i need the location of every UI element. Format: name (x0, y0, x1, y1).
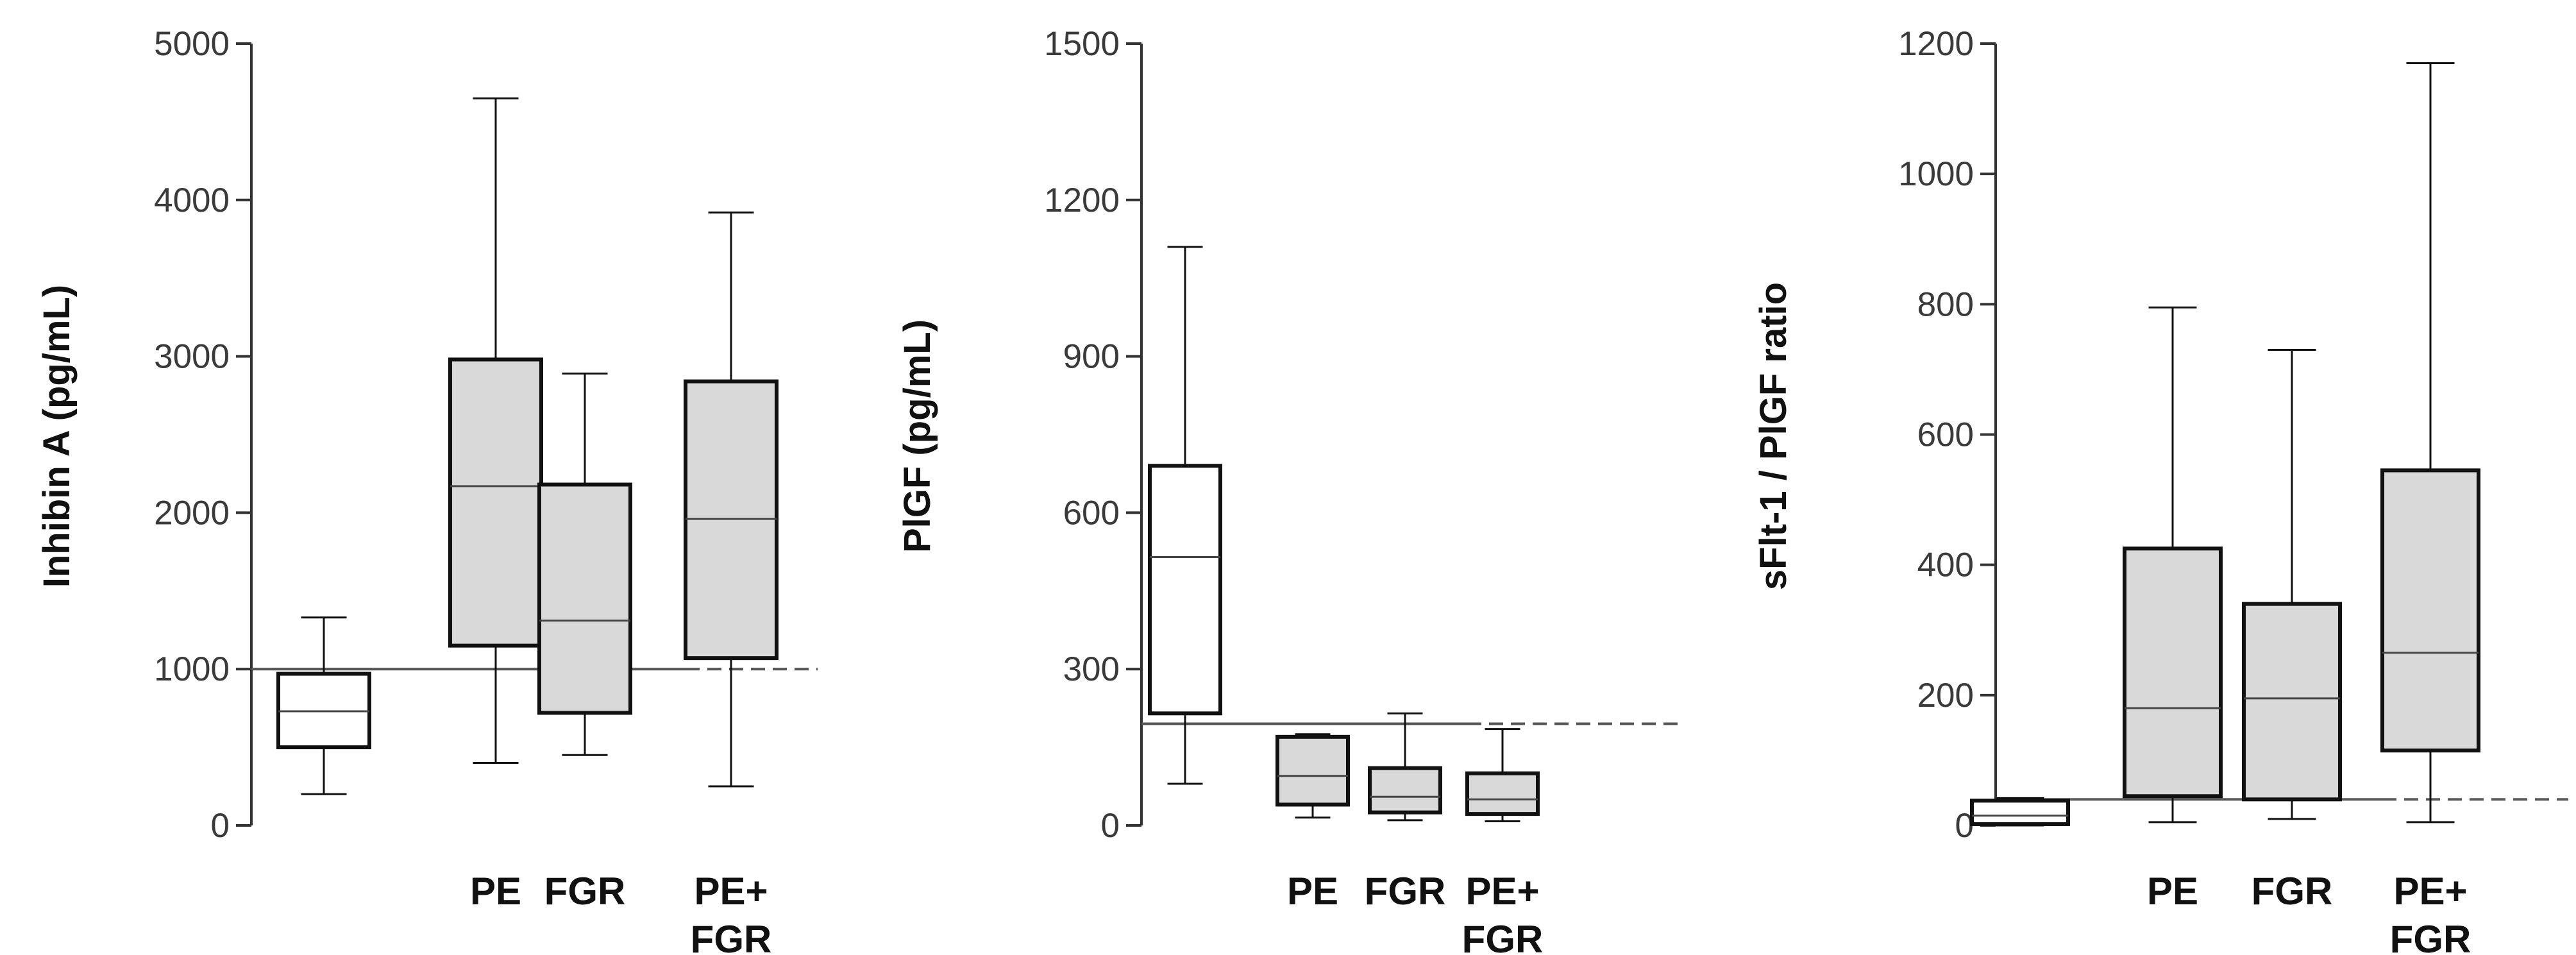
category-label: PE (470, 870, 521, 913)
y-tick-label: 0 (1101, 807, 1120, 845)
category-label: FGR (544, 870, 626, 913)
box-iqr (537, 482, 632, 715)
y-tick-label: 300 (1063, 650, 1120, 688)
box-iqr (2123, 546, 2223, 799)
plgf-panel: 0 300 600 900 1200 1500 PlGF (pg/mL) PE FGR PE+ FG… (897, 25, 1680, 955)
y-axis-title: PlGF (pg/mL) (897, 319, 938, 553)
category-label: PE+ (2393, 870, 2467, 913)
box-iqr (1970, 799, 2070, 826)
y-tick-label: 600 (1917, 416, 1974, 454)
y-tick-label: 1200 (1044, 182, 1120, 219)
y-tick-label: 800 (1917, 285, 1974, 323)
category-label: FGR (1462, 918, 1544, 955)
box-iqr (1275, 734, 1350, 807)
box-iqr (1368, 766, 1442, 815)
category-label: FGR (2390, 918, 2471, 955)
y-tick-label: 1000 (154, 650, 230, 688)
y-tick-label: 0 (211, 807, 230, 845)
y-tick-label: 400 (1917, 546, 1974, 584)
inhibin-a-panel: 0 1000 2000 3000 4000 5000 Inhibin A (pg/mL) PE… (36, 25, 818, 955)
category-label: FGR (2252, 870, 2333, 913)
y-tick-label: 1000 (1898, 155, 1974, 193)
category-label: PE (2147, 870, 2198, 913)
y-tick-label: 2000 (154, 494, 230, 532)
y-tick-label: 3000 (154, 338, 230, 376)
category-label: FGR (1365, 870, 1446, 913)
box-iqr (1465, 771, 1540, 816)
category-label: PE+ (694, 870, 768, 913)
y-tick-label: 200 (1917, 677, 1974, 714)
box-iqr (448, 357, 543, 648)
box-iqr (1148, 464, 1222, 716)
box-iqr (2242, 602, 2342, 802)
category-label: FGR (691, 918, 772, 955)
y-axis-title: Inhibin A (pg/mL) (36, 285, 78, 587)
category-label: PE+ (1465, 870, 1539, 913)
y-tick-label: 1500 (1044, 25, 1120, 63)
y-tick-label: 600 (1063, 494, 1120, 532)
y-tick-label: 4000 (154, 182, 230, 219)
y-tick-label: 1200 (1898, 25, 1974, 63)
box-iqr (2380, 468, 2480, 753)
y-tick-label: 5000 (154, 25, 230, 63)
y-axis-title: sFlt-1 / PlGF ratio (1753, 282, 1794, 590)
category-label: PE (1287, 870, 1338, 913)
y-tick-label: 900 (1063, 338, 1120, 376)
